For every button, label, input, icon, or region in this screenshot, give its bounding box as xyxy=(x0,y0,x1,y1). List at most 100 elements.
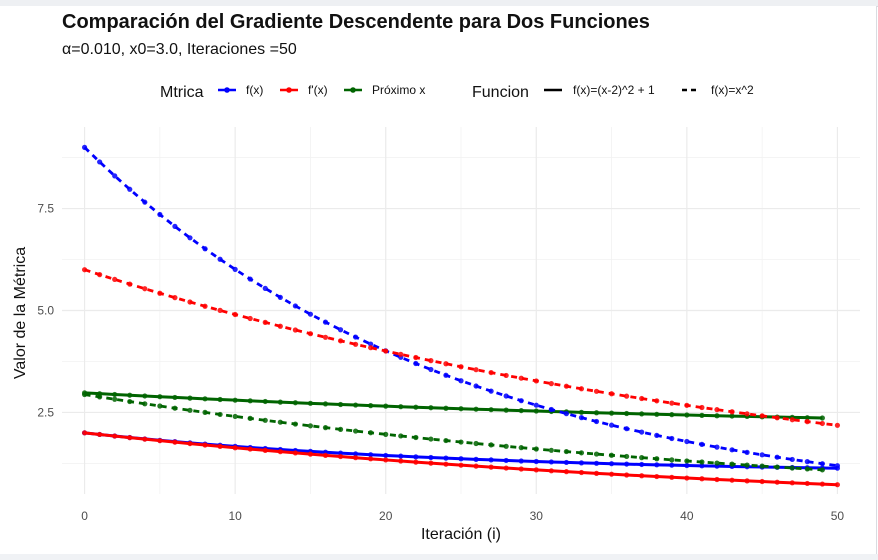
chart-subtitle: α=0.010, x0=3.0, Iteraciones =50 xyxy=(62,41,297,58)
data-point xyxy=(307,311,314,317)
data-point xyxy=(307,423,314,429)
data-point xyxy=(834,482,841,488)
data-point xyxy=(127,435,133,441)
data-point xyxy=(217,411,223,418)
data-point xyxy=(127,392,133,398)
data-point xyxy=(428,366,434,373)
data-point xyxy=(157,394,163,400)
data-point xyxy=(383,431,389,437)
data-point xyxy=(834,422,841,428)
data-point xyxy=(428,358,434,364)
data-point xyxy=(488,369,494,376)
data-point xyxy=(759,463,765,469)
data-point xyxy=(789,417,795,423)
data-point xyxy=(337,327,344,333)
data-point xyxy=(533,408,539,414)
x-tick-label: 0 xyxy=(81,509,88,523)
data-point xyxy=(729,409,735,415)
data-point xyxy=(157,290,163,296)
data-point xyxy=(292,450,298,456)
data-point xyxy=(563,448,570,455)
data-point xyxy=(578,415,585,421)
series-line xyxy=(84,391,823,420)
data-point xyxy=(277,294,283,300)
data-point xyxy=(819,481,825,487)
data-point xyxy=(654,411,660,417)
data-point xyxy=(368,345,374,351)
data-point xyxy=(81,391,88,398)
data-point xyxy=(458,456,464,462)
data-point xyxy=(262,417,268,423)
data-point xyxy=(187,235,193,241)
data-point xyxy=(398,351,404,357)
data-point xyxy=(202,303,208,309)
data-point xyxy=(368,403,374,409)
data-point xyxy=(292,421,298,427)
data-point xyxy=(262,398,268,405)
legend-point xyxy=(350,87,356,93)
data-point xyxy=(654,456,660,462)
data-point xyxy=(699,441,705,447)
data-point xyxy=(172,295,178,301)
data-point xyxy=(729,477,735,483)
data-point xyxy=(172,394,178,401)
data-point xyxy=(337,453,344,460)
data-point xyxy=(202,409,208,415)
x-tick-label: 20 xyxy=(379,509,393,523)
data-point xyxy=(97,394,103,400)
data-point xyxy=(774,415,780,421)
data-point xyxy=(157,403,163,409)
data-point xyxy=(729,461,735,467)
data-point xyxy=(608,452,615,458)
data-point xyxy=(353,334,359,340)
data-point xyxy=(608,471,615,477)
data-point xyxy=(157,438,163,444)
data-point xyxy=(127,281,133,287)
legend-label: f(x)=x^2 xyxy=(711,83,754,97)
data-point xyxy=(789,465,795,471)
series-Próximo x-solid xyxy=(81,390,825,421)
data-point xyxy=(533,458,539,465)
data-point xyxy=(563,411,570,417)
data-point xyxy=(518,466,524,472)
data-point xyxy=(639,395,645,402)
data-point xyxy=(353,402,359,408)
data-point xyxy=(322,425,329,431)
data-point xyxy=(503,407,509,413)
data-point xyxy=(503,443,509,449)
legend-label: f(x)=(x-2)^2 + 1 xyxy=(573,83,655,97)
data-point xyxy=(112,391,118,398)
data-point xyxy=(262,319,268,325)
data-point xyxy=(458,364,464,370)
data-point xyxy=(443,461,449,467)
data-point xyxy=(443,405,449,411)
data-point xyxy=(624,461,630,467)
data-point xyxy=(593,470,600,476)
data-point xyxy=(518,398,524,404)
data-point xyxy=(639,461,645,468)
data-point xyxy=(247,415,253,421)
data-point xyxy=(142,436,148,442)
data-point xyxy=(593,418,600,425)
browser-bottom-strip xyxy=(0,554,878,560)
data-point xyxy=(699,412,705,418)
data-point xyxy=(322,452,329,458)
data-point xyxy=(383,348,389,354)
data-point xyxy=(428,405,434,411)
y-tick-label: 2.5 xyxy=(37,405,54,419)
data-point xyxy=(729,447,735,453)
data-point xyxy=(142,286,148,292)
data-point xyxy=(774,464,780,470)
grid xyxy=(62,127,860,494)
data-point xyxy=(548,447,554,453)
data-point xyxy=(578,469,585,476)
legend-key-function: f(x)=(x-2)^2 + 1 xyxy=(544,83,655,97)
data-point xyxy=(307,400,314,406)
data-point xyxy=(804,480,810,487)
legend-point xyxy=(286,87,292,93)
data-point xyxy=(699,404,705,411)
data-point xyxy=(353,341,359,347)
data-point xyxy=(112,276,118,283)
data-point xyxy=(488,442,494,448)
data-point xyxy=(247,315,253,322)
